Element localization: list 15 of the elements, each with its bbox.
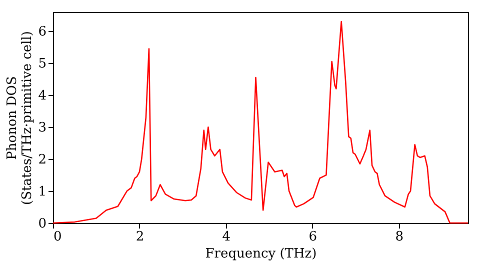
y-tick-label: 6	[38, 24, 46, 40]
y-tick-label: 0	[38, 216, 46, 232]
x-tick-label: 8	[395, 230, 404, 244]
y-tick-label: 2	[38, 152, 46, 168]
x-tick-label: 0	[54, 230, 62, 244]
y-tick-label: 3	[38, 120, 46, 136]
x-tick-label: 4	[222, 230, 231, 244]
y-tick-label: 5	[38, 56, 46, 72]
x-tick-label: 2	[136, 230, 144, 244]
y-tick-label: 1	[38, 184, 46, 200]
x-tick-label: 6	[308, 230, 318, 244]
y-axis-title: Phonon DOS (States/THz·primitive cell)	[5, 30, 36, 206]
x-axis-title: Frequency (THz)	[205, 246, 317, 262]
line-series	[52, 20, 469, 224]
y-tick-label: 4	[38, 88, 46, 104]
